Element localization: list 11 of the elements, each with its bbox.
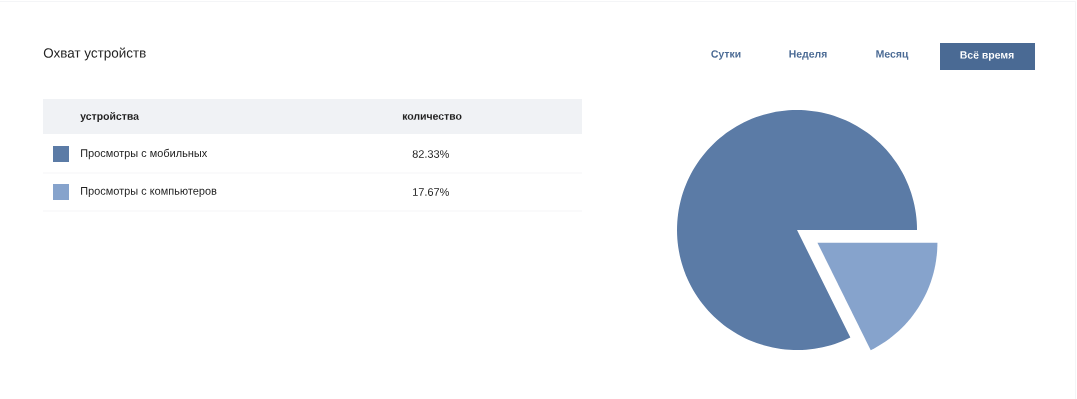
text: количество — [402, 114, 462, 120]
text: Месяц — [876, 50, 909, 60]
text: Неделя — [789, 50, 827, 60]
data-label: 82.33% — [412, 150, 449, 158]
text: Сутки — [711, 50, 741, 60]
data-label: 17.67% — [413, 188, 449, 196]
text: Всё время — [960, 51, 1014, 61]
legend-label: Просмотры с компьютеров — [81, 187, 217, 197]
chart-title: Охват устройств — [43, 47, 146, 61]
legend-label: Просмотры с мобильных — [81, 148, 208, 160]
text: устройства — [80, 112, 140, 122]
